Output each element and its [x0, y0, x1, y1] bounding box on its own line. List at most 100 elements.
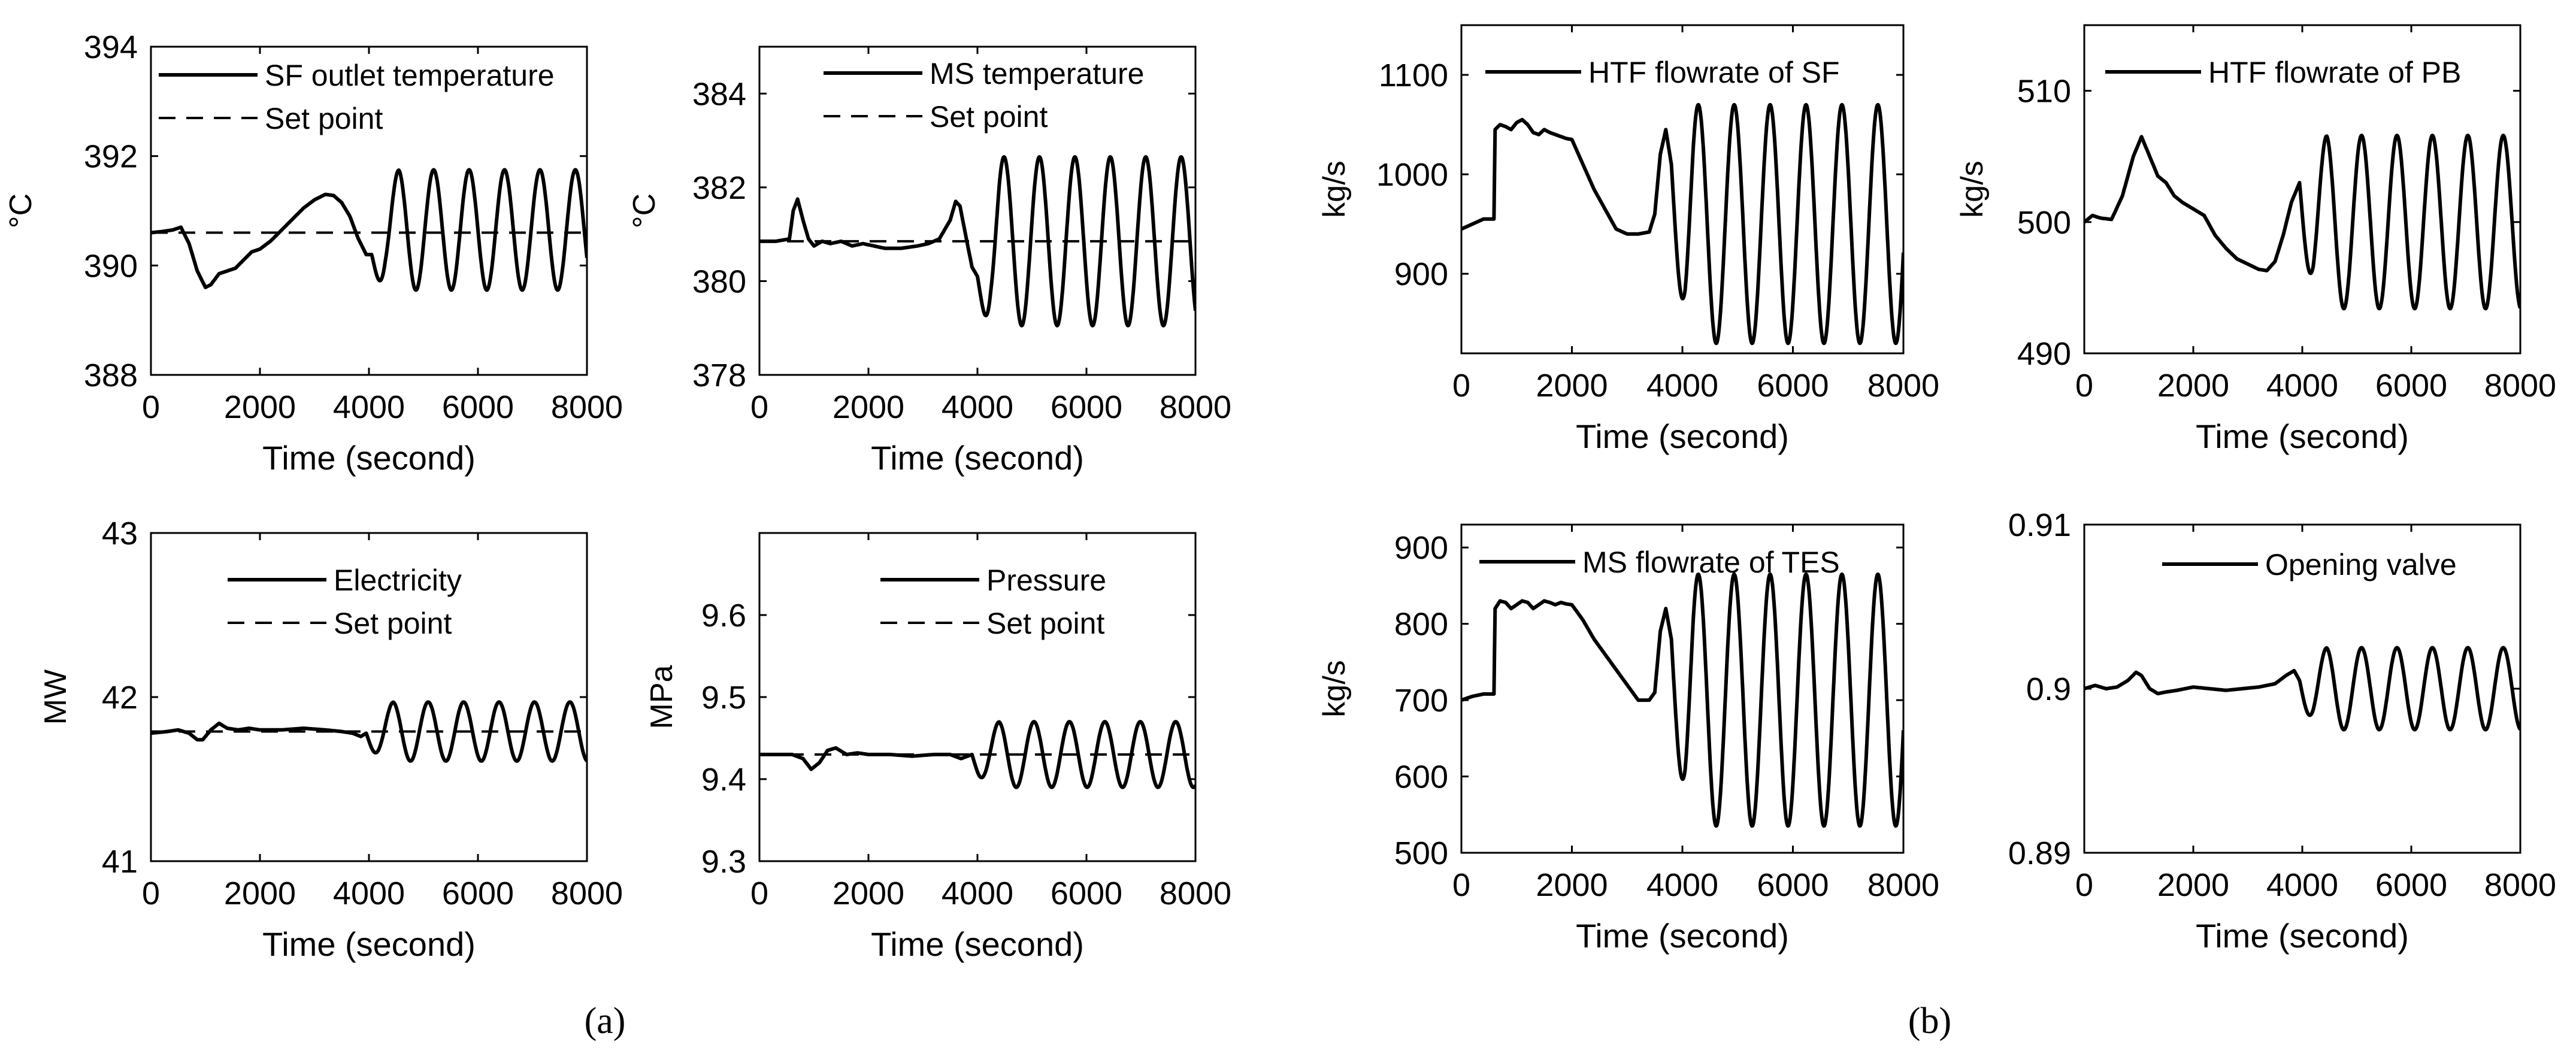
y-axis-label: kg/s — [1317, 660, 1352, 717]
legend-label: Electricity — [334, 564, 462, 597]
x-tick-label: 4000 — [942, 876, 1013, 911]
series-line-main — [759, 720, 1195, 789]
series-group — [759, 155, 1195, 328]
legend-label: Set point — [930, 100, 1048, 134]
y-tick-label: 394 — [84, 29, 138, 65]
y-tick-label: 500 — [2017, 205, 2071, 241]
y-axis-label: °C — [4, 193, 38, 228]
y-tick-label: 500 — [1394, 835, 1448, 871]
x-tick-label: 4000 — [1646, 368, 1718, 404]
chart-htf-flowrate-pb: 0 2000 4000 6000 8000 490 500 510 Time (second) k… — [1955, 24, 2556, 455]
chart-ms-temp: 0 2000 4000 6000 8000 378 380 382 384 Time (secon… — [627, 46, 1231, 477]
x-tick-label: 4000 — [333, 876, 405, 911]
y-tick-label: 1000 — [1376, 157, 1448, 193]
y-tick-label: 378 — [692, 358, 746, 393]
y-tick-label: 9.5 — [701, 680, 746, 716]
chart-htf-flowrate-sf: 0 2000 4000 6000 8000 900 1000 1100 Time (second… — [1317, 24, 1939, 455]
series-group — [151, 168, 587, 292]
y-tick-label: 390 — [84, 248, 138, 284]
y-axis-label: kg/s — [1955, 160, 1990, 217]
x-tick-label: 8000 — [551, 389, 623, 425]
x-tick-label: 8000 — [1867, 867, 1939, 903]
x-tick-label: 0 — [142, 389, 160, 425]
plot-frame — [150, 46, 588, 376]
x-tick-label: 4000 — [333, 389, 405, 425]
legend-label: Set point — [334, 607, 452, 640]
x-tick-label: 2000 — [2157, 867, 2229, 903]
y-tick-label: 9.6 — [701, 598, 746, 634]
series-group — [2084, 646, 2520, 732]
panel-label-a: (a) — [585, 1001, 626, 1041]
x-tick-label: 4000 — [2266, 368, 2338, 404]
legend-label: HTF flowrate of PB — [2208, 56, 2461, 89]
y-tick-label: 392 — [84, 139, 138, 175]
x-tick-label: 6000 — [2375, 867, 2447, 903]
chart-pressure: 0 2000 4000 6000 8000 9.3 9.4 9.5 9.6 Time (secon… — [644, 532, 1231, 963]
x-tick-label: 2000 — [833, 876, 904, 911]
plot-frame — [758, 532, 1197, 862]
y-tick-label: 9.4 — [701, 762, 746, 798]
y-tick-label: 388 — [84, 358, 138, 393]
x-axis-label: Time (second) — [871, 925, 1084, 963]
y-tick-label: 490 — [2017, 336, 2071, 372]
legend-label: Pressure — [986, 564, 1106, 597]
x-axis-label: Time (second) — [1576, 417, 1789, 455]
x-tick-label: 8000 — [551, 876, 623, 911]
y-tick-label: 700 — [1394, 683, 1448, 719]
y-tick-label: 600 — [1394, 759, 1448, 795]
legend-label: SF outlet temperature — [265, 59, 555, 92]
legend-label: MS temperature — [930, 57, 1144, 90]
x-axis-label: Time (second) — [2196, 917, 2409, 955]
x-tick-label: 4000 — [2266, 867, 2338, 903]
x-tick-label: 6000 — [442, 876, 514, 911]
series-line-main — [1461, 102, 1903, 346]
y-tick-label: 43 — [102, 516, 138, 552]
x-tick-label: 6000 — [1757, 368, 1829, 404]
legend-label: Set point — [265, 102, 383, 135]
y-tick-label: 900 — [1394, 256, 1448, 292]
legend-label: Set point — [986, 607, 1104, 640]
x-tick-label: 2000 — [224, 876, 296, 911]
series-line-main — [759, 155, 1195, 328]
x-tick-label: 6000 — [1757, 867, 1829, 903]
x-axis-label: Time (second) — [1576, 917, 1789, 955]
series-line-main — [2084, 646, 2520, 732]
series-line-main — [151, 168, 587, 292]
y-tick-label: 1100 — [1379, 57, 1448, 93]
x-tick-label: 0 — [750, 389, 768, 425]
series-line-main — [2084, 134, 2520, 311]
y-tick-label: 9.3 — [701, 844, 746, 880]
series-line-main — [1461, 572, 1903, 828]
x-tick-label: 6000 — [1051, 876, 1122, 911]
x-tick-label: 8000 — [2484, 867, 2556, 903]
x-tick-label: 0 — [2075, 867, 2093, 903]
x-tick-label: 8000 — [1867, 368, 1939, 404]
y-tick-label: 0.91 — [2008, 507, 2071, 543]
y-axis-label: MPa — [644, 665, 679, 729]
x-tick-label: 8000 — [1160, 389, 1231, 425]
y-tick-label: 510 — [2017, 74, 2071, 110]
chart-ms-flowrate-tes: 0 2000 4000 6000 8000 500 600 700 800 900 Time (se… — [1317, 523, 1939, 955]
x-tick-label: 2000 — [1536, 368, 1608, 404]
legend-label: HTF flowrate of SF — [1588, 56, 1840, 89]
x-axis-label: Time (second) — [262, 925, 476, 963]
y-axis-label: MW — [38, 670, 73, 725]
x-axis-label: Time (second) — [262, 439, 476, 477]
y-tick-label: 0.89 — [2008, 835, 2071, 871]
chart-sf-outlet-temp: 0 2000 4000 6000 8000 388 390 392 394 Time (secon… — [4, 29, 623, 477]
x-tick-label: 6000 — [2375, 368, 2447, 404]
x-tick-label: 2000 — [2157, 368, 2229, 404]
y-tick-label: 0.9 — [2026, 671, 2071, 707]
x-tick-label: 6000 — [1051, 389, 1122, 425]
x-tick-label: 8000 — [1160, 876, 1231, 911]
x-axis-label: Time (second) — [871, 439, 1084, 477]
y-tick-label: 380 — [692, 264, 746, 299]
x-tick-label: 2000 — [224, 389, 296, 425]
x-tick-label: 0 — [142, 876, 160, 911]
y-axis-label: kg/s — [1317, 160, 1352, 217]
series-group — [2084, 134, 2520, 311]
x-tick-label: 0 — [1452, 867, 1470, 903]
y-tick-label: 900 — [1394, 530, 1448, 566]
